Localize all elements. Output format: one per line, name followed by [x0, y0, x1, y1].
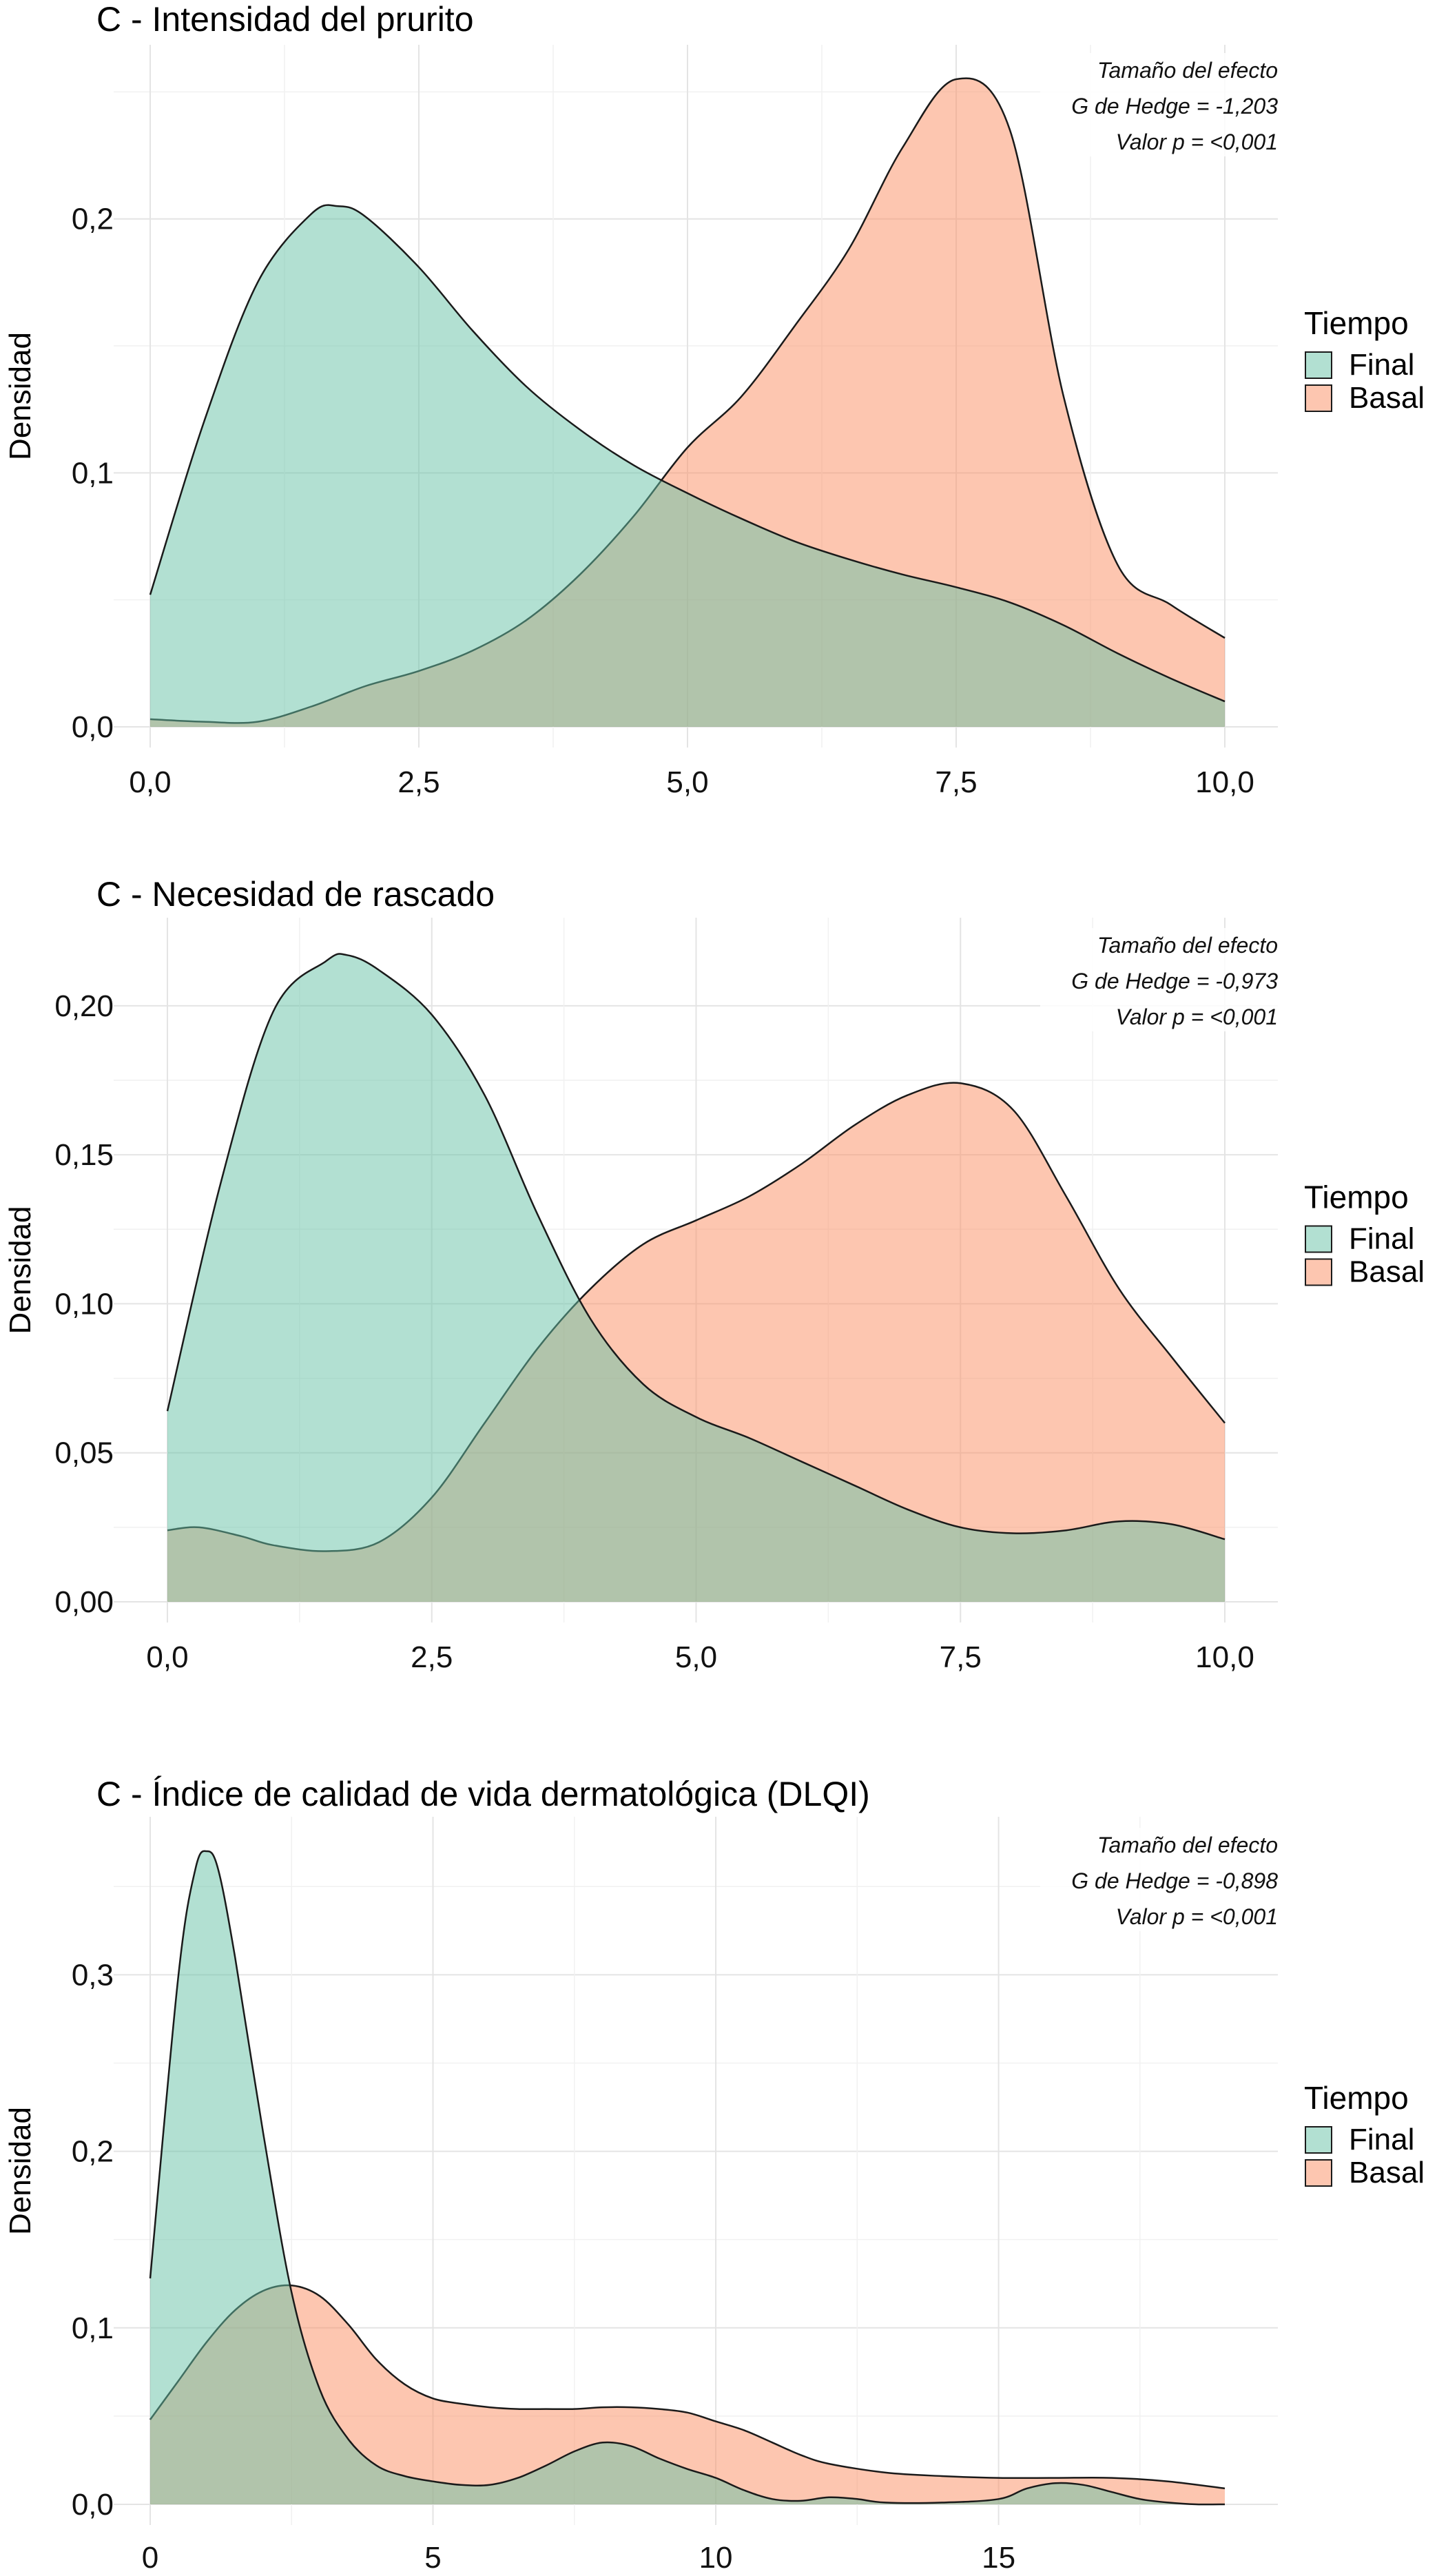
x-tick-label: 7,5 — [940, 1640, 982, 1674]
y-axis-label: Densidad — [3, 2107, 37, 2235]
effect-size-annotation: Tamaño del efecto — [1097, 933, 1278, 958]
chart-title: C - Necesidad de rascado — [96, 875, 495, 914]
annotation-background — [1040, 53, 1278, 156]
x-tick-label: 0,0 — [146, 1640, 188, 1674]
legend-label-final: Final — [1349, 1222, 1414, 1256]
y-tick-label: 0,2 — [72, 203, 114, 236]
effect-size-annotation: Valor p = <0,001 — [1116, 1004, 1278, 1029]
annotation-background — [1040, 1828, 1278, 1931]
effect-size-annotation: G de Hedge = -0,973 — [1071, 969, 1278, 993]
density-line-basal — [149, 2284, 1226, 2490]
y-tick-label: 0,15 — [54, 1138, 114, 1172]
legend-label-basal: Basal — [1349, 1255, 1425, 1289]
y-axis-label: Densidad — [3, 1206, 37, 1335]
density-area-basal — [150, 78, 1225, 727]
x-tick-label: 5,0 — [675, 1640, 717, 1674]
x-tick-label: 10,0 — [1195, 1640, 1254, 1674]
density-area-final — [167, 954, 1225, 1602]
chart-panel-2: C - Necesidad de rascado 0,00 0,05 0,10 0,15… — [3, 875, 1425, 1674]
chart-panel-1: C - Intensidad del prurito 0,0 0,1 0,2 0,0 2,… — [3, 0, 1425, 799]
legend-key-final — [1305, 2126, 1332, 2154]
y-tick-label: 0,20 — [54, 989, 114, 1023]
chart-title: C - Índice de calidad de vida dermatológ… — [96, 1775, 870, 1813]
density-line-final — [149, 204, 1226, 703]
x-tick-label: 15 — [982, 2541, 1015, 2575]
x-tick-label: 10,0 — [1195, 765, 1254, 799]
x-tick-label: 2,5 — [397, 765, 440, 799]
density-area-final — [150, 205, 1225, 727]
legend-title: Tiempo — [1304, 305, 1409, 341]
legend-label-basal: Basal — [1349, 2156, 1425, 2189]
effect-size-annotation: G de Hedge = -0,898 — [1071, 1868, 1278, 1893]
y-tick-label: 0,1 — [72, 456, 114, 490]
x-tick-label: 0,0 — [129, 765, 171, 799]
legend-key-basal — [1305, 2159, 1332, 2187]
chart-panel-3: C - Índice de calidad de vida dermatológ… — [3, 1775, 1425, 2575]
y-tick-label: 0,2 — [72, 2135, 114, 2169]
density-area-basal — [150, 2285, 1225, 2504]
legend-key-basal — [1305, 384, 1332, 412]
x-tick-label: 7,5 — [935, 765, 977, 799]
annotation-background — [1040, 928, 1278, 1031]
effect-size-annotation: Valor p = <0,001 — [1116, 130, 1278, 154]
legend-label-final: Final — [1349, 2123, 1414, 2156]
chart-title: C - Intensidad del prurito — [96, 0, 474, 39]
legend-key-final — [1305, 1225, 1332, 1253]
legend-title: Tiempo — [1304, 1179, 1409, 1215]
y-axis-label: Densidad — [3, 332, 37, 460]
density-line-final — [166, 953, 1226, 1541]
density-area-final — [150, 1851, 1225, 2505]
y-tick-label: 0,10 — [54, 1287, 114, 1321]
density-area-basal — [167, 1082, 1225, 1602]
legend-label-final: Final — [1349, 348, 1414, 382]
effect-size-annotation: Tamaño del efecto — [1097, 58, 1278, 83]
effect-size-annotation: Tamaño del efecto — [1097, 1833, 1278, 1857]
effect-size-annotation: Valor p = <0,001 — [1116, 1904, 1278, 1929]
legend-key-final — [1305, 351, 1332, 379]
density-line-final — [149, 1850, 1226, 2506]
x-tick-label: 5,0 — [666, 765, 708, 799]
y-tick-label: 0,05 — [54, 1436, 114, 1470]
y-tick-label: 0,3 — [72, 1958, 114, 1992]
x-tick-label: 0 — [142, 2541, 158, 2575]
x-tick-label: 10 — [699, 2541, 733, 2575]
y-tick-label: 0,0 — [72, 2488, 114, 2522]
y-tick-label: 0,0 — [72, 710, 114, 744]
y-tick-label: 0,00 — [54, 1585, 114, 1619]
y-tick-label: 0,1 — [72, 2311, 114, 2345]
legend-key-basal — [1305, 1258, 1332, 1286]
x-tick-label: 2,5 — [411, 1640, 453, 1674]
legend-title: Tiempo — [1304, 2080, 1409, 2116]
x-tick-label: 5 — [424, 2541, 441, 2575]
legend-label-basal: Basal — [1349, 381, 1425, 415]
effect-size-annotation: G de Hedge = -1,203 — [1071, 94, 1278, 119]
